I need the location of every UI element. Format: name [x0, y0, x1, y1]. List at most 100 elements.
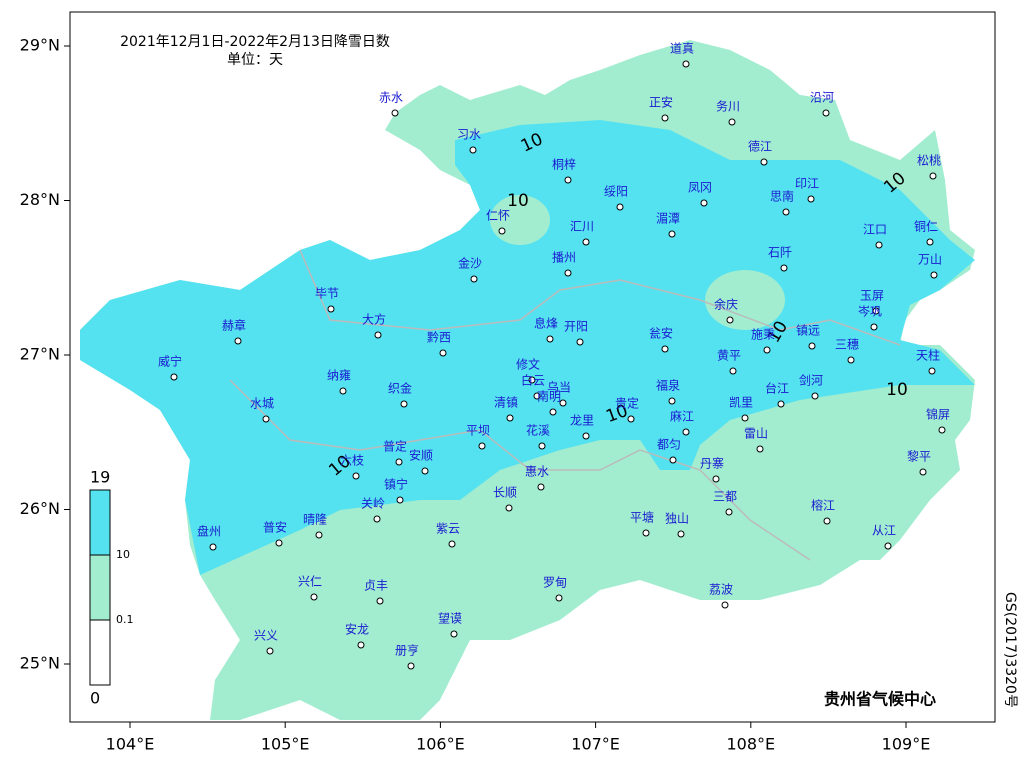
station-dot [661, 114, 669, 122]
x-tick-label: 105°E [261, 735, 310, 754]
station-dot [407, 662, 415, 670]
x-tick-label: 106°E [416, 735, 465, 754]
station-dot [537, 483, 545, 491]
station-dot [498, 227, 506, 235]
legend-label: 0 [90, 689, 100, 708]
legend-swatch [89, 619, 111, 686]
station-dot [538, 442, 546, 450]
station-dot [357, 641, 365, 649]
station-name: 三都 [713, 490, 737, 504]
x-tick-label: 104°E [106, 735, 155, 754]
station-name: 沿河 [810, 91, 834, 105]
station-name: 赤水 [379, 91, 403, 105]
station-name: 黎平 [907, 450, 931, 464]
station-dot [682, 60, 690, 68]
station-name: 平坝 [466, 424, 490, 438]
legend-label: 19 [90, 468, 110, 487]
unit: 单位：天 [227, 52, 283, 68]
station-name: 荔波 [709, 583, 733, 597]
green-island [705, 270, 785, 330]
station-name: 兴义 [254, 629, 278, 643]
station-name: 水城 [250, 397, 274, 411]
station-name: 威宁 [158, 354, 182, 369]
station-dot [875, 241, 883, 249]
station-name: 绥阳 [604, 185, 628, 199]
station-dot [822, 109, 830, 117]
station-dot [756, 445, 764, 453]
legend-label: 0.1 [116, 613, 134, 626]
station-dot [275, 539, 283, 547]
station-dot [266, 647, 274, 655]
station-name: 乌当 [547, 380, 571, 395]
station-dot [546, 335, 554, 343]
station-dot [741, 414, 749, 422]
station-name: 修文 [516, 357, 540, 372]
station-name: 兴仁 [298, 575, 322, 589]
station-dot [823, 517, 831, 525]
station-name: 平塘 [630, 510, 654, 525]
station-dot [533, 392, 541, 400]
station-name: 毕节 [315, 287, 339, 301]
station-dot [421, 467, 429, 475]
station-name: 雷山 [744, 427, 768, 441]
cyan-zone [80, 120, 975, 575]
station-dot [616, 203, 624, 211]
station-name: 南明 [537, 389, 561, 404]
x-tick-label: 109°E [882, 735, 931, 754]
station-dot [807, 195, 815, 203]
station-dot [938, 426, 946, 434]
station-name: 大方 [362, 312, 386, 327]
station-name: 黄平 [717, 349, 741, 363]
contour-label: 10 [507, 191, 529, 211]
station-name: 清镇 [494, 396, 518, 410]
station-dot [400, 400, 408, 408]
y-tick-label: 27°N [20, 345, 60, 364]
station-name: 六枝 [340, 453, 364, 468]
station-name: 万山 [918, 253, 942, 267]
legend-label: 10 [116, 548, 130, 561]
station-name: 丹寨 [700, 456, 724, 471]
legend-swatch [89, 489, 111, 556]
station-dot [777, 400, 785, 408]
station-name: 榕江 [811, 498, 835, 513]
station-name: 道真 [670, 42, 694, 56]
station-name: 汇川 [570, 220, 594, 234]
station-dot [760, 158, 768, 166]
station-name: 龙里 [570, 414, 594, 428]
station-name: 普安 [263, 520, 287, 535]
station-name: 铜仁 [914, 219, 938, 234]
station-name: 剑河 [799, 373, 823, 388]
station-dot [549, 408, 557, 416]
station-name: 天柱 [916, 348, 940, 363]
station-dot [448, 540, 456, 548]
y-tick-label: 26°N [20, 499, 60, 518]
station-dot [811, 392, 819, 400]
station-dot [576, 338, 584, 346]
station-name: 盘州 [197, 524, 221, 539]
y-tick-label: 29°N [20, 36, 60, 55]
station-name: 白云 [521, 373, 545, 388]
station-dot [170, 373, 178, 381]
station-dot [391, 109, 399, 117]
station-name: 台江 [765, 381, 789, 396]
station-dot [582, 432, 590, 440]
station-name: 安龙 [345, 622, 369, 637]
station-name: 安顺 [409, 448, 433, 463]
station-name: 贵定 [615, 396, 639, 411]
station-name: 施秉 [751, 328, 775, 342]
station-dot [559, 399, 567, 407]
station-name: 金沙 [458, 256, 482, 271]
station-name: 黔西 [427, 330, 451, 345]
station-dot [376, 597, 384, 605]
station-dot [926, 238, 934, 246]
x-tick-label: 108°E [726, 735, 775, 754]
station-name: 镇远 [796, 324, 820, 338]
station-name: 桐梓 [552, 157, 576, 172]
station-name: 正安 [649, 95, 673, 110]
station-name: 册亨 [395, 643, 419, 658]
station-name: 江口 [863, 223, 887, 237]
station-dot [234, 337, 242, 345]
station-dot [721, 601, 729, 609]
province-border [229, 379, 811, 561]
station-dot [782, 208, 790, 216]
